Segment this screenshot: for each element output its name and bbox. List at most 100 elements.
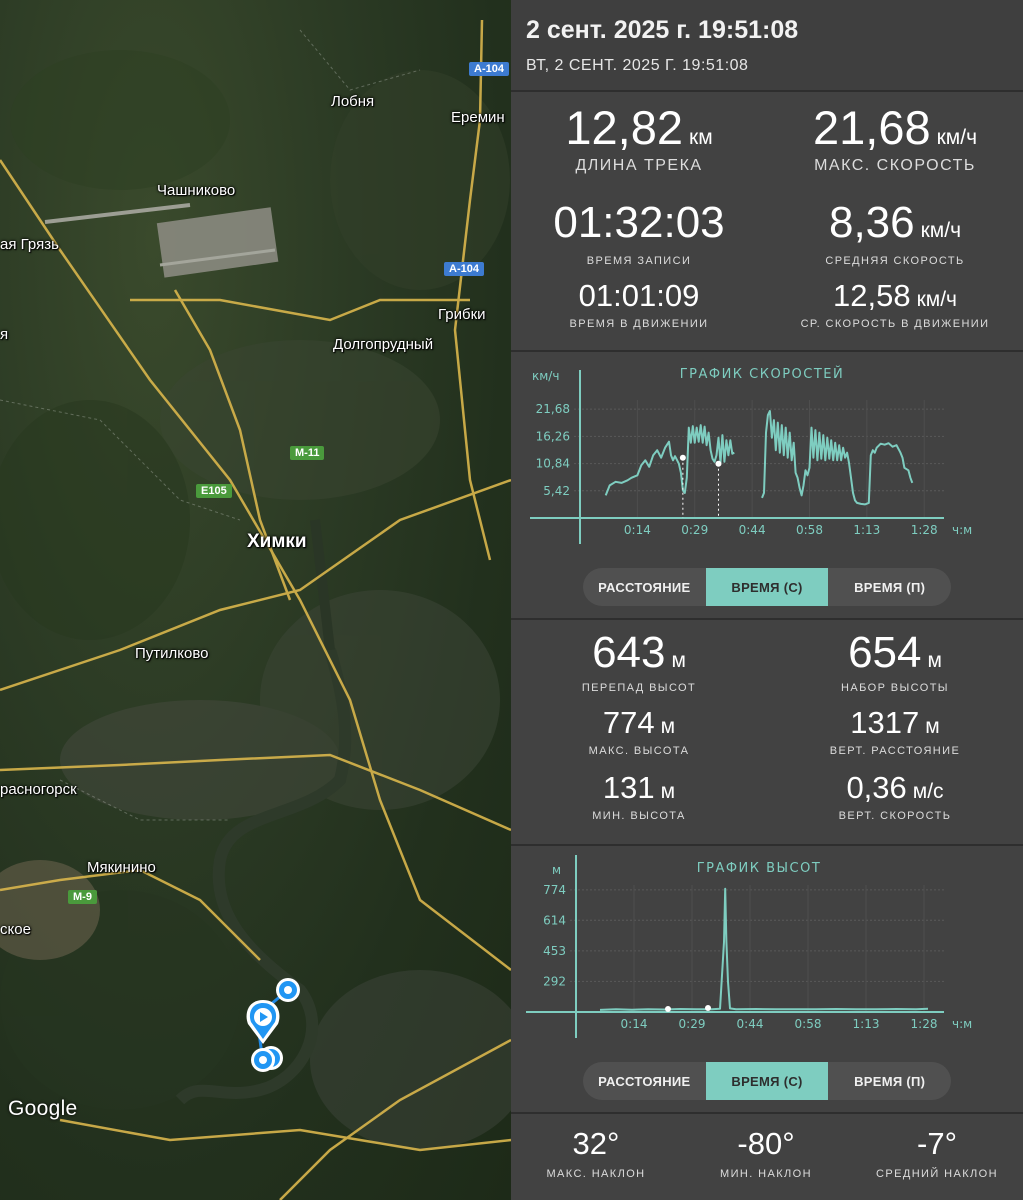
elevation-stats-section: 643 м ПЕРЕПАД ВЫСОТ 654 м НАБОР ВЫСОТЫ 774…	[511, 620, 1023, 846]
map-label: Грибки	[438, 306, 486, 323]
y-tick-label: 292	[543, 974, 566, 988]
map-label: ая Грязь	[0, 236, 59, 253]
track-header: 2 сент. 2025 г. 19:51:08 ВТ, 2 СЕНТ. 202…	[511, 0, 1023, 92]
toggle-time-moving[interactable]: ВРЕМЯ (П)	[854, 1073, 926, 1089]
avg-speed-stat: 8,36 км/ч СРЕДНЯЯ СКОРОСТЬ	[767, 198, 1023, 267]
elevation-min-value: 131	[602, 770, 655, 805]
toggle-time-clock[interactable]: ВРЕМЯ (С)	[705, 1062, 829, 1100]
moving-time-value: 01:01:09	[578, 278, 700, 313]
map-label: Путилково	[135, 645, 209, 662]
toggle-time-clock[interactable]: ВРЕМЯ (С)	[705, 568, 829, 606]
road-shield: M-11	[290, 446, 325, 460]
road-shield: A-104	[469, 62, 509, 76]
elevation-max-value: 774	[602, 705, 655, 740]
y-tick-label: 16,26	[536, 429, 570, 443]
elevation-diff-value: 643	[592, 628, 666, 677]
y-tick-label: 453	[543, 944, 566, 958]
elevation-max-unit: м	[660, 715, 676, 738]
road-shield: M-9	[68, 890, 97, 904]
avg-speed-unit: км/ч	[920, 219, 962, 242]
elevation-chart-section: ГРАФИК ВЫСОТ м 292 453 614 774 0:14 0:29 0:44 0:5…	[511, 846, 1023, 1114]
chart-title: ГРАФИК СКОРОСТЕЙ	[680, 366, 845, 382]
slope-section: 32° МАКС. НАКЛОН -80° МИН. НАКЛОН -7° СР…	[511, 1114, 1023, 1200]
track-stats-panel: 2 сент. 2025 г. 19:51:08 ВТ, 2 СЕНТ. 202…	[511, 0, 1023, 1200]
x-tick-label: 0:44	[739, 523, 766, 537]
max-speed-value: 21,68	[812, 101, 931, 154]
elevation-gain-value: 654	[848, 628, 922, 677]
toggle-time-moving[interactable]: ВРЕМЯ (П)	[854, 579, 926, 595]
map-label: Долгопрудный	[333, 336, 434, 353]
track-markers[interactable]	[238, 972, 308, 1077]
max-slope-stat: 32° МАКС. НАКЛОН	[511, 1126, 681, 1180]
y-tick-label: 614	[543, 913, 566, 927]
elevation-max-stat: 774 м МАКС. ВЫСОТА	[511, 705, 767, 757]
moving-avg-speed-unit: км/ч	[916, 288, 957, 311]
elevation-min-unit: м	[660, 780, 676, 803]
elevation-chart[interactable]: ГРАФИК ВЫСОТ м 292 453 614 774 0:14 0:29 0:44 0:5…	[511, 846, 1023, 1046]
x-axis-unit: ч:м	[952, 523, 972, 537]
x-tick-label: 0:58	[795, 1017, 822, 1031]
x-tick-label: 0:14	[624, 523, 651, 537]
x-tick-label: 0:29	[681, 523, 708, 537]
y-tick-label: 10,84	[536, 457, 570, 471]
min-slope-stat: -80° МИН. НАКЛОН	[681, 1126, 851, 1180]
moving-avg-speed-stat: 12,58 км/ч СР. СКОРОСТЬ В ДВИЖЕНИИ	[767, 278, 1023, 330]
track-subtitle: ВТ, 2 СЕНТ. 2025 Г. 19:51:08	[526, 57, 749, 74]
map-view[interactable]: Лобня Еремин Чашниково ая Грязь Грибки Д…	[0, 0, 511, 1200]
record-time-value: 01:32:03	[553, 198, 725, 247]
avg-slope-value: -7°	[917, 1126, 957, 1161]
google-attribution: Google	[8, 1097, 78, 1120]
y-tick-label: 5,42	[543, 484, 570, 498]
toggle-distance[interactable]: РАССТОЯНИЕ	[598, 579, 691, 595]
vertical-speed-stat: 0,36 м/с ВЕРТ. СКОРОСТЬ	[767, 770, 1023, 822]
vertical-distance-stat: 1317 м ВЕРТ. РАССТОЯНИЕ	[767, 705, 1023, 757]
elevation-min-label: МИН. ВЫСОТА	[592, 810, 686, 822]
data-point	[705, 1005, 711, 1012]
avg-speed-value: 8,36	[828, 198, 915, 247]
point-marker-icon	[251, 1046, 283, 1072]
max-slope-value: 32°	[572, 1126, 620, 1161]
min-slope-label: МИН. НАКЛОН	[720, 1168, 812, 1180]
vertical-speed-unit: м/с	[912, 780, 944, 803]
track-length-label: ДЛИНА ТРЕКА	[575, 157, 703, 174]
speed-chart-section: ГРАФИК СКОРОСТЕЙ км/ч 5,42 10,84 16,26 21,68 0…	[511, 352, 1023, 620]
series-line	[761, 410, 914, 506]
avg-slope-stat: -7° СРЕДНИЙ НАКЛОН	[851, 1126, 1023, 1180]
elevation-diff-unit: м	[671, 649, 686, 672]
elevation-min-stat: 131 м МИН. ВЫСОТА	[511, 770, 767, 822]
y-tick-label: 774	[543, 883, 566, 897]
max-speed-stat: 21,68 км/ч МАКС. СКОРОСТЬ	[767, 100, 1023, 175]
vertical-distance-unit: м	[925, 715, 940, 738]
max-slope-label: МАКС. НАКЛОН	[546, 1168, 646, 1180]
data-point	[665, 1005, 671, 1012]
vertical-speed-label: ВЕРТ. СКОРОСТЬ	[838, 810, 952, 822]
map-label: я	[0, 326, 9, 343]
x-tick-label: 0:58	[796, 523, 823, 537]
moving-time-label: ВРЕМЯ В ДВИЖЕНИИ	[569, 318, 709, 330]
moving-avg-speed-label: СР. СКОРОСТЬ В ДВИЖЕНИИ	[800, 318, 990, 330]
elevation-x-axis-toggle[interactable]: РАССТОЯНИЕ ВРЕМЯ (С) ВРЕМЯ (П)	[583, 1062, 951, 1100]
series-line	[599, 887, 929, 1011]
max-speed-label: МАКС. СКОРОСТЬ	[814, 157, 976, 174]
vertical-distance-label: ВЕРТ. РАССТОЯНИЕ	[829, 745, 961, 757]
toggle-distance[interactable]: РАССТОЯНИЕ	[598, 1073, 691, 1089]
speed-chart[interactable]: ГРАФИК СКОРОСТЕЙ км/ч 5,42 10,84 16,26 21,68 0…	[511, 352, 1023, 552]
record-time-label: ВРЕМЯ ЗАПИСИ	[586, 255, 692, 267]
y-tick-label: 21,68	[536, 402, 570, 416]
record-time-stat: 01:32:03 ВРЕМЯ ЗАПИСИ	[511, 198, 767, 267]
avg-speed-label: СРЕДНЯЯ СКОРОСТЬ	[825, 255, 965, 267]
elevation-gain-stat: 654 м НАБОР ВЫСОТЫ	[767, 628, 1023, 694]
map-label: Еремин	[451, 109, 505, 126]
x-tick-label: 1:28	[911, 1017, 938, 1031]
elevation-max-label: МАКС. ВЫСОТА	[588, 745, 690, 757]
y-axis-unit: км/ч	[532, 369, 559, 383]
x-tick-label: 0:44	[737, 1017, 764, 1031]
map-label: Мякинино	[87, 859, 156, 876]
min-slope-value: -80°	[737, 1126, 795, 1161]
map-label: Чашниково	[157, 182, 236, 199]
elevation-gain-unit: м	[927, 649, 942, 672]
track-length-stat: 12,82 км ДЛИНА ТРЕКА	[511, 100, 767, 175]
speed-x-axis-toggle[interactable]: РАССТОЯНИЕ ВРЕМЯ (С) ВРЕМЯ (П)	[583, 568, 951, 606]
series-line	[604, 424, 735, 496]
max-speed-unit: км/ч	[936, 126, 978, 149]
